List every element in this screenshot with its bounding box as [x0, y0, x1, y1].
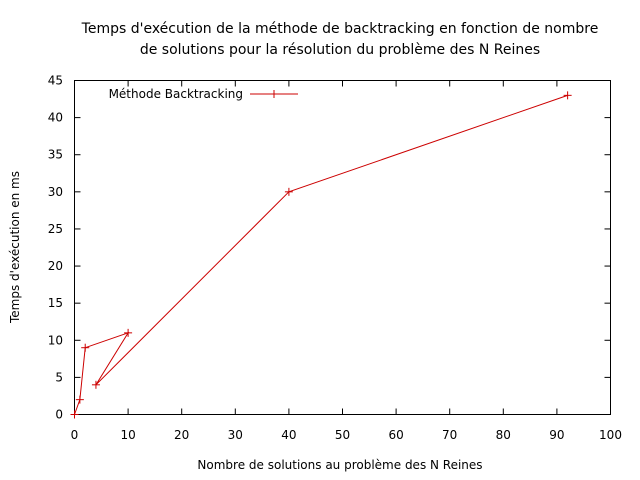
y-tick-label: 10	[48, 333, 63, 347]
y-tick-label: 15	[48, 296, 63, 310]
data-point-marker	[70, 410, 79, 419]
y-tick-label: 5	[55, 370, 63, 384]
x-tick-label: 10	[120, 428, 135, 442]
data-point-marker	[284, 187, 293, 196]
data-point-marker	[81, 343, 90, 352]
data-point-marker	[124, 328, 133, 337]
chart-title-line2: de solutions pour la résolution du probl…	[140, 42, 540, 58]
x-tick-label: 40	[281, 428, 296, 442]
data-point-marker	[75, 395, 84, 404]
x-tick-label: 0	[71, 428, 79, 442]
y-tick-label: 35	[48, 148, 63, 162]
x-tick-label: 70	[442, 428, 457, 442]
data-point-marker	[91, 380, 100, 389]
y-axis: 0 5 10 15 20 25 30 35 40 45	[48, 74, 611, 422]
x-tick-label: 100	[599, 428, 622, 442]
x-tick-label: 80	[496, 428, 511, 442]
legend-label: Méthode Backtracking	[109, 87, 243, 101]
chart-title-line1: Temps d'exécution de la méthode de backt…	[81, 21, 599, 37]
y-tick-label: 25	[48, 222, 63, 236]
series-layer	[70, 91, 572, 419]
plot-frame	[74, 80, 611, 415]
y-tick-label: 40	[48, 111, 63, 125]
series-line	[74, 94, 568, 415]
x-tick-label: 90	[549, 428, 564, 442]
legend-marker	[270, 90, 278, 98]
data-point-marker	[563, 91, 572, 100]
x-tick-label: 20	[174, 428, 189, 442]
x-tick-label: 50	[335, 428, 350, 442]
x-axis: 0 10 20 30 40 50 60 70 80 90 100	[71, 80, 622, 442]
y-tick-label: 0	[55, 408, 63, 422]
y-tick-label: 30	[48, 185, 63, 199]
x-axis-label: Nombre de solutions au problème des N Re…	[197, 458, 482, 472]
legend: Méthode Backtracking	[109, 87, 298, 101]
x-tick-label: 60	[388, 428, 403, 442]
y-tick-label: 20	[48, 259, 63, 273]
y-axis-label: Temps d'exécution en ms	[8, 171, 22, 324]
y-tick-label: 45	[48, 74, 63, 88]
x-tick-label: 30	[228, 428, 243, 442]
